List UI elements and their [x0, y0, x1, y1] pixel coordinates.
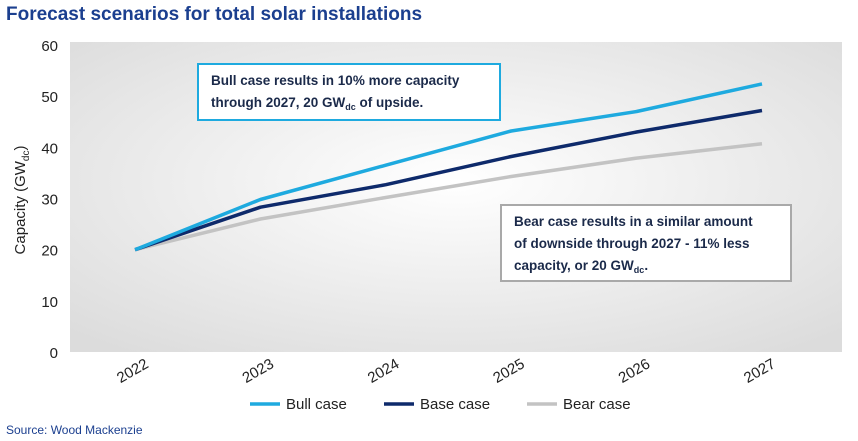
y-tick-label: 40	[41, 140, 58, 157]
bull-note-line-2: through 2027, 20 GWdc of upside.	[211, 95, 424, 112]
bear-note-line-3: capacity, or 20 GWdc.	[514, 258, 649, 275]
series-line-bear	[134, 142, 763, 252]
x-tick-label: 2024	[365, 355, 402, 386]
series-line-bull	[134, 82, 763, 252]
bear-note-line-1: Bear case results in a similar amount	[514, 214, 753, 229]
y-tick-label: 50	[41, 89, 58, 106]
series-line-base	[134, 108, 763, 252]
x-tick-label: 2022	[114, 355, 151, 386]
y-tick-label: 60	[41, 38, 58, 55]
bull-note-line-1: Bull case results in 10% more capacity	[211, 73, 460, 88]
y-tick-label: 10	[41, 294, 58, 311]
x-tick-label: 2023	[239, 355, 276, 386]
legend-label-base: Base case	[420, 396, 490, 413]
source-note: Source: Wood Mackenzie	[6, 423, 143, 437]
y-tick-label: 0	[50, 345, 58, 362]
y-axis-label: Capacity (GWdc)	[12, 146, 32, 255]
y-tick-label: 20	[41, 243, 58, 260]
y-tick-label: 30	[41, 192, 58, 209]
bear-note-line-2: of downside through 2027 - 11% less	[514, 236, 750, 251]
x-tick-label: 2027	[741, 355, 778, 386]
x-tick-label: 2025	[490, 355, 527, 386]
bull-case-annotation: Bull case results in 10% more capacity t…	[197, 63, 501, 121]
legend: Bull case Base case Bear case	[250, 396, 631, 413]
x-tick-label: 2026	[616, 355, 653, 386]
legend-label-bull: Bull case	[286, 396, 347, 413]
legend-label-bear: Bear case	[563, 396, 631, 413]
chart-title: Forecast scenarios for total solar insta…	[6, 4, 423, 25]
bear-case-annotation: Bear case results in a similar amount of…	[500, 204, 792, 282]
